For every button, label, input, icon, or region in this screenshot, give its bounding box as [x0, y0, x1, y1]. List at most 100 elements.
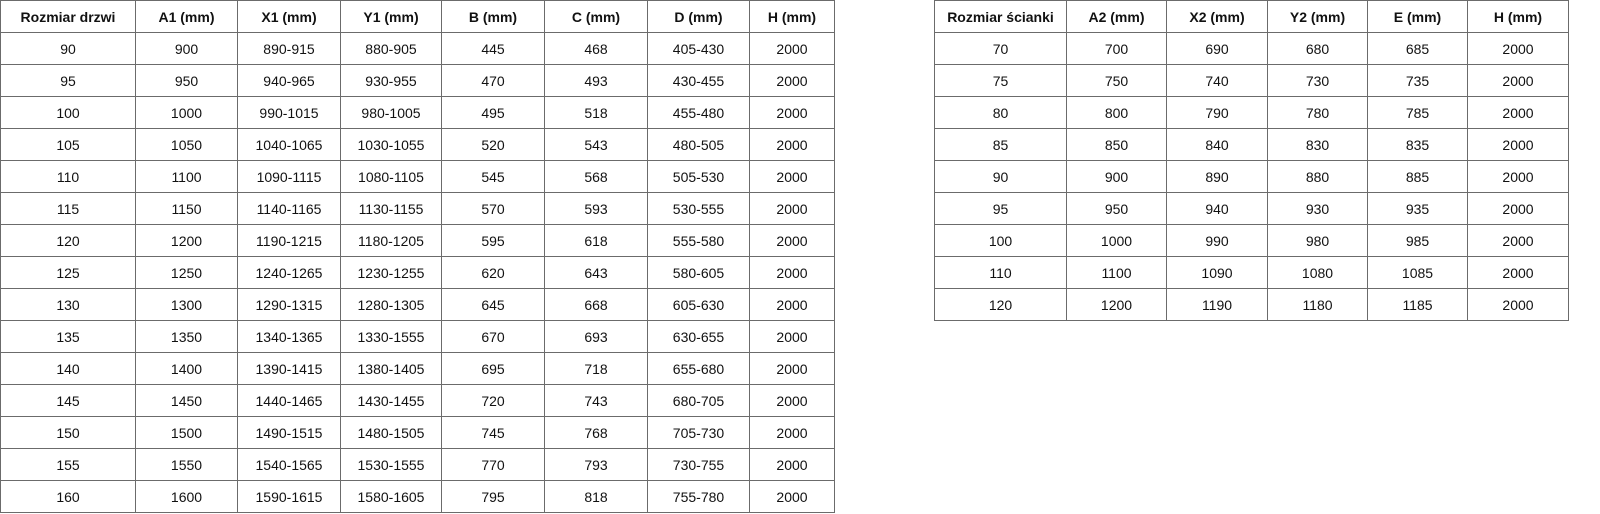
table-cell: 2000 [749, 96, 835, 129]
table-cell: 750 [1066, 64, 1167, 97]
table-cell: 90 [0, 32, 136, 65]
table-cell: 668 [544, 288, 648, 321]
table-row: 90 900 890 880 885 2000 [934, 160, 1569, 193]
table-cell: 1180-1205 [340, 224, 442, 257]
table-cell: 743 [544, 384, 648, 417]
header-row: Rozmiar ścianki A2 (mm) X2 (mm) Y2 (mm) E (m… [934, 0, 1569, 33]
table-cell: 2000 [749, 160, 835, 193]
table-cell: 990 [1166, 224, 1268, 257]
table-cell: 1230-1255 [340, 256, 442, 289]
table-cell: 740 [1166, 64, 1268, 97]
column-header: H (mm) [749, 0, 835, 33]
table-cell: 125 [0, 256, 136, 289]
table-cell: 880 [1267, 160, 1368, 193]
table-cell: 643 [544, 256, 648, 289]
table-cell: 455-480 [647, 96, 750, 129]
table-cell: 980 [1267, 224, 1368, 257]
column-header: Y1 (mm) [340, 0, 442, 33]
column-header: C (mm) [544, 0, 648, 33]
column-header: D (mm) [647, 0, 750, 33]
table-cell: 1290-1315 [237, 288, 341, 321]
table-cell: 1530-1555 [340, 448, 442, 481]
table-cell: 770 [441, 448, 545, 481]
column-header: B (mm) [441, 0, 545, 33]
table-cell: 555-580 [647, 224, 750, 257]
table-cell: 2000 [749, 320, 835, 353]
table-cell: 1040-1065 [237, 128, 341, 161]
table-body: 90 900 890-915 880-905 445 468 405-430 2000 95 95… [0, 32, 835, 513]
table-cell: 90 [934, 160, 1067, 193]
table-cell: 950 [135, 64, 238, 97]
column-header: X1 (mm) [237, 0, 341, 33]
table-cell: 80 [934, 96, 1067, 129]
table-cell: 1100 [135, 160, 238, 193]
table-cell: 890-915 [237, 32, 341, 65]
table-cell: 890 [1166, 160, 1268, 193]
table-cell: 570 [441, 192, 545, 225]
table-cell: 1450 [135, 384, 238, 417]
table-cell: 680 [1267, 32, 1368, 65]
table-cell: 768 [544, 416, 648, 449]
table-cell: 818 [544, 480, 648, 513]
table-cell: 2000 [749, 32, 835, 65]
table-cell: 790 [1166, 96, 1268, 129]
table-row: 70 700 690 680 685 2000 [934, 32, 1569, 65]
table-cell: 1000 [135, 96, 238, 129]
table-cell: 470 [441, 64, 545, 97]
table-cell: 1390-1415 [237, 352, 341, 385]
table-row: 130 1300 1290-1315 1280-1305 645 668 605-630 20… [0, 288, 835, 321]
header-row: Rozmiar drzwi A1 (mm) X1 (mm) Y1 (mm) B (mm)… [0, 0, 835, 33]
table-cell: 730-755 [647, 448, 750, 481]
table-row: 90 900 890-915 880-905 445 468 405-430 2000 [0, 32, 835, 65]
table-cell: 2000 [749, 224, 835, 257]
table-cell: 1090 [1166, 256, 1268, 289]
table-header: Rozmiar ścianki A2 (mm) X2 (mm) Y2 (mm) E (m… [934, 0, 1569, 33]
table-cell: 800 [1066, 96, 1167, 129]
table-row: 75 750 740 730 735 2000 [934, 64, 1569, 97]
table-cell: 1440-1465 [237, 384, 341, 417]
table-cell: 1085 [1367, 256, 1468, 289]
table-cell: 2000 [749, 256, 835, 289]
table-cell: 705-730 [647, 416, 750, 449]
table-cell: 2000 [1467, 288, 1569, 321]
table-cell: 2000 [1467, 64, 1569, 97]
table-cell: 505-530 [647, 160, 750, 193]
table-cell: 1100 [1066, 256, 1167, 289]
table-cell: 1200 [135, 224, 238, 257]
table-cell: 100 [934, 224, 1067, 257]
table-cell: 2000 [749, 384, 835, 417]
table-cell: 745 [441, 416, 545, 449]
table-cell: 520 [441, 128, 545, 161]
table-cell: 655-680 [647, 352, 750, 385]
table-row: 120 1200 1190-1215 1180-1205 595 618 555-580 20… [0, 224, 835, 257]
table-row: 80 800 790 780 785 2000 [934, 96, 1569, 129]
table-cell: 755-780 [647, 480, 750, 513]
table-cell: 75 [934, 64, 1067, 97]
table-cell: 885 [1367, 160, 1468, 193]
table-cell: 595 [441, 224, 545, 257]
table-cell: 1130-1155 [340, 192, 442, 225]
table-cell: 1400 [135, 352, 238, 385]
table-cell: 2000 [749, 480, 835, 513]
table-row: 85 850 840 830 835 2000 [934, 128, 1569, 161]
table-cell: 2000 [1467, 192, 1569, 225]
table-cell: 1080 [1267, 256, 1368, 289]
table-row: 110 1100 1090-1115 1080-1105 545 568 505-530 20… [0, 160, 835, 193]
table-cell: 618 [544, 224, 648, 257]
table-cell: 155 [0, 448, 136, 481]
table-cell: 695 [441, 352, 545, 385]
table-cell: 530-555 [647, 192, 750, 225]
table-cell: 105 [0, 128, 136, 161]
table-row: 95 950 940 930 935 2000 [934, 192, 1569, 225]
table-cell: 1050 [135, 128, 238, 161]
table-row: 155 1550 1540-1565 1530-1555 770 793 730-755 20… [0, 448, 835, 481]
table-cell: 1380-1405 [340, 352, 442, 385]
table-cell: 2000 [749, 448, 835, 481]
table-cell: 990-1015 [237, 96, 341, 129]
table-cell: 580-605 [647, 256, 750, 289]
table-cell: 1190-1215 [237, 224, 341, 257]
table-cell: 120 [0, 224, 136, 257]
table-cell: 950 [1066, 192, 1167, 225]
table-cell: 85 [934, 128, 1067, 161]
table-cell: 940 [1166, 192, 1268, 225]
